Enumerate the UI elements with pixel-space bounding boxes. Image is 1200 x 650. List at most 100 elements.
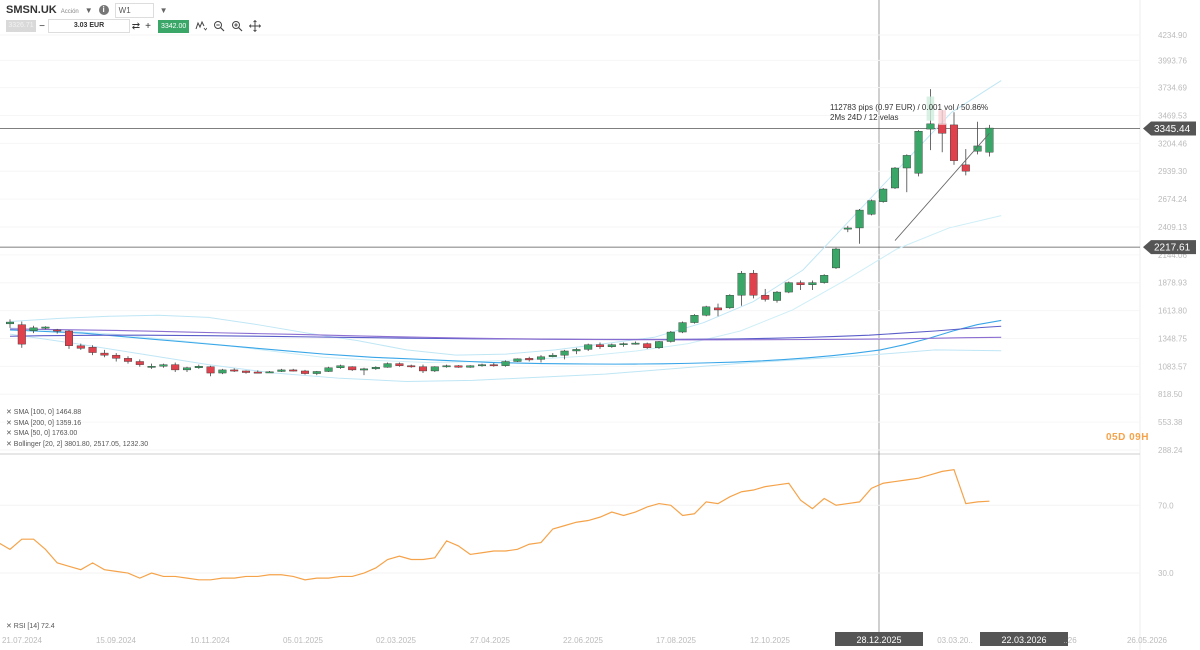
candle-body: [17, 324, 26, 345]
candle-body: [796, 282, 805, 285]
candles: [5, 89, 994, 377]
candle: [537, 355, 546, 363]
level-price-flag-shape: [1143, 240, 1196, 255]
time-tick-label: 12.10.2025: [750, 636, 791, 645]
timeframe-select[interactable]: W1: [114, 2, 154, 18]
price-tick-label: 288.24: [1158, 446, 1183, 455]
candle: [407, 364, 416, 368]
candle: [241, 370, 250, 374]
candle-body: [29, 327, 38, 331]
candle: [891, 166, 900, 190]
price-tick-label: 3469.53: [1158, 111, 1187, 120]
symbol-dropdown-icon[interactable]: ▼: [84, 5, 93, 15]
candle: [324, 366, 333, 373]
time-tick-label: 17.08.2025: [656, 636, 697, 645]
candle: [159, 363, 168, 368]
candle: [123, 356, 132, 364]
candle-body: [478, 364, 487, 367]
sma50-line: [9, 319, 1002, 365]
timeframe-dropdown-icon[interactable]: ▼: [159, 5, 168, 15]
legend-rsi[interactable]: ✕ RSI [14] 72.4: [6, 623, 55, 630]
candle-body: [489, 364, 498, 367]
candle: [218, 368, 227, 375]
symbol-name[interactable]: SMSN.UK: [6, 4, 57, 16]
candle: [135, 359, 144, 367]
candle: [548, 353, 557, 358]
candle: [973, 121, 982, 155]
candle: [690, 314, 699, 324]
crosshair-move-icon[interactable]: [249, 20, 262, 32]
candle-body: [938, 123, 947, 134]
zoom-in-icon[interactable]: [231, 20, 243, 32]
candle-body: [607, 344, 616, 347]
time-tick-label: 02.03.2025: [376, 636, 417, 645]
buy-button[interactable]: 3342.00: [158, 19, 190, 33]
candle: [961, 149, 970, 176]
candle: [489, 363, 498, 367]
candle-body: [348, 366, 357, 371]
candle: [336, 364, 345, 369]
candle: [808, 280, 817, 290]
ruler-icon[interactable]: [195, 20, 208, 32]
candle: [631, 341, 640, 345]
candle: [950, 112, 959, 165]
candle: [513, 358, 522, 363]
candle: [725, 294, 734, 309]
candle: [749, 270, 758, 299]
price-tick-label: 2409.13: [1158, 223, 1187, 232]
candle-body: [218, 369, 227, 374]
candle: [206, 365, 215, 377]
candle: [560, 349, 569, 360]
time-tick-label: 22.06.2025: [563, 636, 604, 645]
candle-countdown: 05D 09H: [1106, 432, 1149, 443]
legend-sma50[interactable]: ✕ SMA [50, 0] 1763.00: [6, 430, 78, 437]
rsi-pane: 70.0 30.0: [0, 469, 1174, 581]
candle-body: [277, 369, 286, 372]
price-tick-label: 1878.93: [1158, 279, 1187, 288]
zoom-out-icon[interactable]: [213, 20, 225, 32]
candle: [419, 364, 428, 374]
qty-minus-button[interactable]: −: [39, 20, 45, 32]
candle-body: [100, 352, 109, 356]
candle: [5, 319, 14, 328]
candle-body: [879, 188, 888, 202]
legend-bollinger[interactable]: ✕ Bollinger [20, 2] 3801.80, 2517.05, 12…: [6, 440, 149, 448]
candle-body: [560, 350, 569, 356]
time-highlight-box: [835, 632, 923, 646]
candle: [855, 209, 864, 244]
sell-button[interactable]: 3326.71: [6, 20, 36, 32]
swap-icon[interactable]: ⇄: [131, 20, 141, 32]
candle-body: [843, 227, 852, 230]
candle: [572, 347, 581, 355]
time-tick-label: 21.07.2024: [2, 636, 43, 645]
candle-body: [973, 145, 982, 152]
candle-body: [289, 369, 298, 372]
candle: [430, 366, 439, 373]
candle-body: [808, 282, 817, 285]
candle: [312, 370, 321, 376]
candle-body: [501, 361, 510, 366]
candle-body: [171, 364, 180, 371]
measure-tool: [894, 96, 990, 241]
quantity-input[interactable]: 3.03 EUR: [48, 19, 130, 33]
current-price-flag: 3345.44: [1143, 121, 1196, 136]
chart-toolbar: SMSN.UK Acción ▼ i W1 ▼ 3326.71 − 3.03 E…: [0, 0, 1200, 38]
candle-body: [312, 371, 321, 374]
candle-body: [643, 343, 652, 349]
candle: [29, 325, 38, 334]
candle: [832, 247, 841, 269]
candle: [678, 321, 687, 334]
qty-plus-button[interactable]: +: [145, 20, 151, 32]
candle-body: [324, 367, 333, 372]
rsi-axis-label: 30.0: [1158, 569, 1174, 578]
price-tick-label: 3734.69: [1158, 84, 1187, 93]
legend-sma200[interactable]: ✕ SMA [200, 0] 1359.16: [6, 419, 82, 427]
candle: [64, 329, 73, 349]
candle: [643, 342, 652, 349]
legend-sma100[interactable]: ✕ SMA [100, 0] 1464.88: [6, 409, 82, 416]
info-icon[interactable]: i: [98, 5, 109, 15]
candle-body: [950, 124, 959, 161]
candle: [348, 366, 357, 371]
candle-body: [419, 366, 428, 372]
